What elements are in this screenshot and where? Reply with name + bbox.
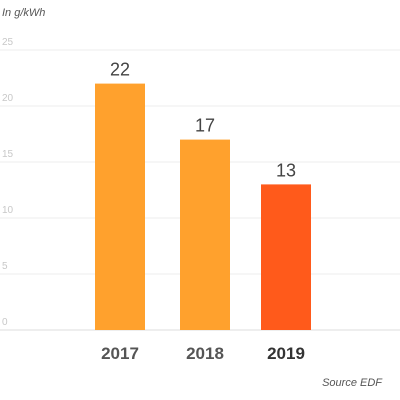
y-tick-label: 5	[2, 261, 8, 272]
x-tick-label: 2017	[101, 344, 139, 363]
x-axis-ticks: 2017 2018 2019	[101, 344, 305, 363]
y-axis-ticks: 0 5 10 15 20 25	[2, 37, 14, 328]
bar	[261, 184, 311, 330]
value-label: 13	[276, 160, 296, 180]
source-label: Source EDF	[322, 377, 383, 389]
x-tick-label: 2019	[267, 344, 305, 363]
value-labels: 22 17 13	[110, 60, 296, 181]
bar	[180, 139, 230, 330]
x-tick-label: 2018	[186, 344, 224, 363]
value-label: 17	[195, 116, 215, 136]
bars	[95, 83, 311, 330]
y-tick-label: 20	[2, 93, 14, 104]
unit-label: In g/kWh	[2, 7, 45, 19]
y-tick-label: 15	[2, 149, 14, 160]
y-tick-label: 10	[2, 205, 14, 216]
y-tick-label: 0	[2, 317, 8, 328]
y-tick-label: 25	[2, 37, 14, 48]
bar	[95, 83, 145, 330]
value-label: 22	[110, 60, 130, 80]
